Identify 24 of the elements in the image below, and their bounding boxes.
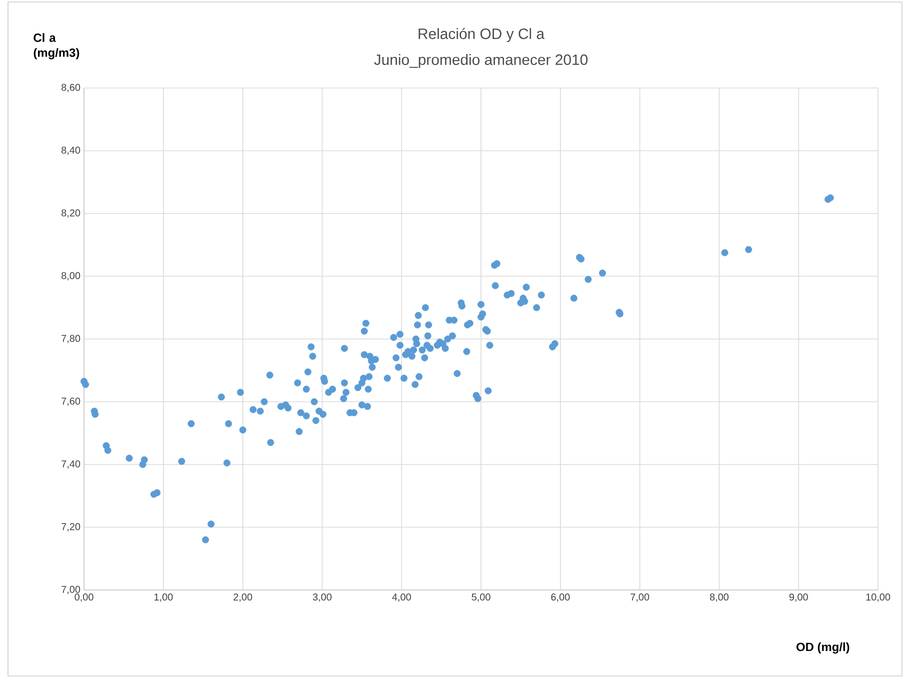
- chart-subtitle: Junio_promedio amanecer 2010: [374, 54, 588, 68]
- y-tick-label: 7,80: [62, 334, 80, 344]
- y-tick-label: 8,00: [62, 272, 80, 280]
- x-tick-label: 4,00: [392, 594, 411, 602]
- y-tick-label: 7,20: [62, 523, 80, 532]
- y-axis-title: Cl a (mg/m3): [34, 33, 80, 60]
- y-tick-label: 8,60: [62, 84, 80, 92]
- chart-title: Relación OD y Cl a: [418, 28, 545, 42]
- x-tick-label: 8,00: [710, 594, 729, 602]
- x-tick-label: 7,00: [630, 594, 650, 602]
- y-tick-label: 8,40: [62, 146, 80, 155]
- x-tick-label: 3,00: [312, 594, 332, 602]
- x-tick-label: 10,00: [866, 594, 890, 602]
- x-tick-label: 2,00: [234, 594, 252, 602]
- x-tick-label: 9,00: [789, 594, 808, 602]
- x-tick-label: 5,00: [472, 594, 490, 602]
- y-tick-label: 7,60: [62, 398, 80, 406]
- x-tick-label: 6,00: [551, 594, 570, 602]
- x-axis-title: OD (mg/l): [796, 642, 850, 654]
- y-tick-label: 7,40: [62, 460, 80, 469]
- y-tick-label: 8,20: [62, 209, 80, 218]
- x-tick-label: 1,00: [154, 594, 173, 602]
- x-tick-label: 0,00: [74, 594, 94, 602]
- y-tick-label: 7,00: [62, 586, 80, 594]
